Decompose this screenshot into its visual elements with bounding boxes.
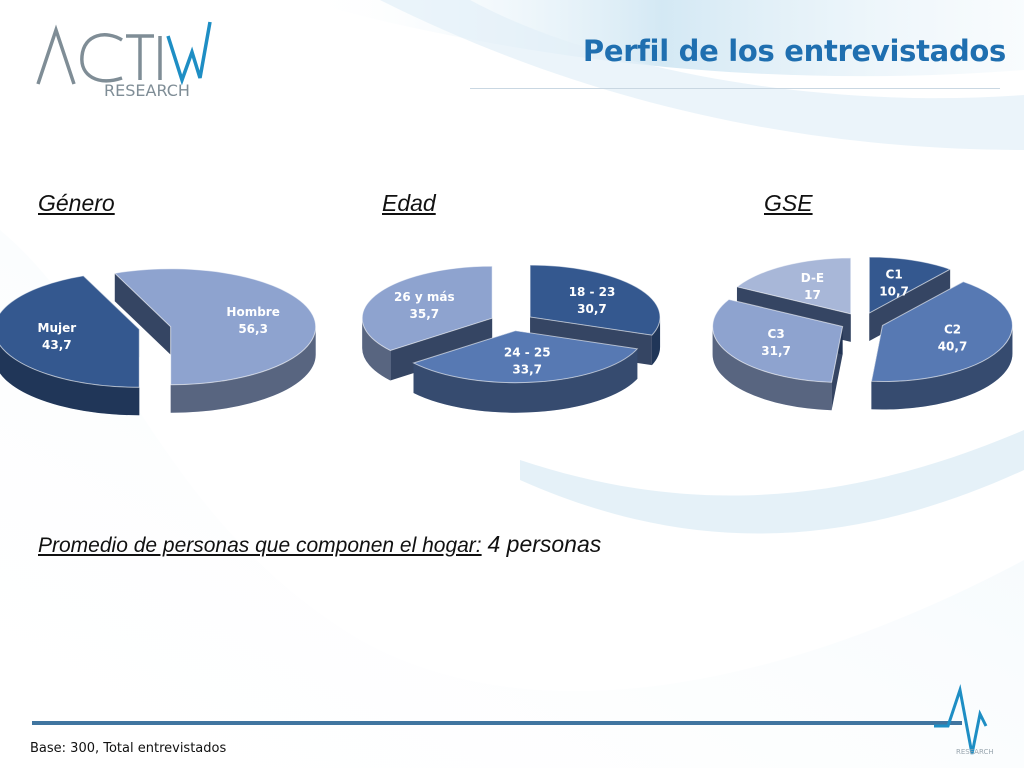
gse-slice-c2-value: 40,7 [938,339,968,353]
edad-slice-18-23-label: 18 - 23 [569,285,616,299]
gse-slice-c3-value: 31,7 [761,344,791,358]
g-nero-slice-mujer-label: Mujer [38,321,77,335]
edad-slice-24-25-value: 33,7 [512,362,542,376]
title-divider [470,88,1000,89]
gse-slice-d-e-value: 17 [804,288,821,302]
promedio-hogar: Promedio de personas que componen el hog… [38,531,601,558]
edad-slice-26-y-m-s-value: 35,7 [410,307,440,321]
footer-logo: RESEARCH [934,684,994,756]
promedio-question: Promedio de personas que componen el hog… [38,534,482,557]
g-nero-slice-mujer-value: 43,7 [42,338,72,352]
promedio-value: 4 personas [487,531,602,557]
g-nero-slice-hombre [113,268,317,413]
gse-slice-c1-label: C1 [886,267,903,281]
svg-text:RESEARCH: RESEARCH [104,81,190,100]
g-nero-slice-mujer [0,275,140,416]
slide-title: Perfil de los entrevistados [582,34,1006,68]
activa-research-logo: RESEARCH [36,21,212,100]
edad-label: Edad [382,190,436,216]
gse-slice-c1-value: 10,7 [879,284,909,298]
g-nero-slice-hombre-value: 56,3 [238,322,268,336]
genero-label: Género [38,190,115,216]
gse-slice-c2 [870,281,1013,410]
gse-slice-d-e-label: D-E [801,271,824,285]
g-nero-slice-hombre-label: Hombre [226,305,279,319]
edad-slice-24-25-label: 24 - 25 [504,345,551,359]
svg-text:RESEARCH: RESEARCH [956,748,994,756]
gse-slice-c3 [712,298,844,411]
edad-slice-26-y-m-s-label: 26 y más [394,290,455,304]
footer-line [32,721,962,725]
base-note: Base: 300, Total entrevistados [30,741,227,756]
gse-slice-c3-label: C3 [768,327,785,341]
edad-slice-24-25 [412,330,639,413]
genero-pie-chart: Hombre 56,3 Mujer 43,7 [0,268,317,416]
edad-slice-18-23-value: 30,7 [577,302,607,316]
gse-slice-c2-label: C2 [944,322,961,336]
gse-label: GSE [764,190,813,216]
gse-pie-chart: C1 10,7 D-E 17 C2 40,7 C3 31,7 [712,256,1013,411]
edad-pie-chart: 18 - 23 30,7 26 y más 35,7 24 - 25 33,7 [361,264,661,413]
